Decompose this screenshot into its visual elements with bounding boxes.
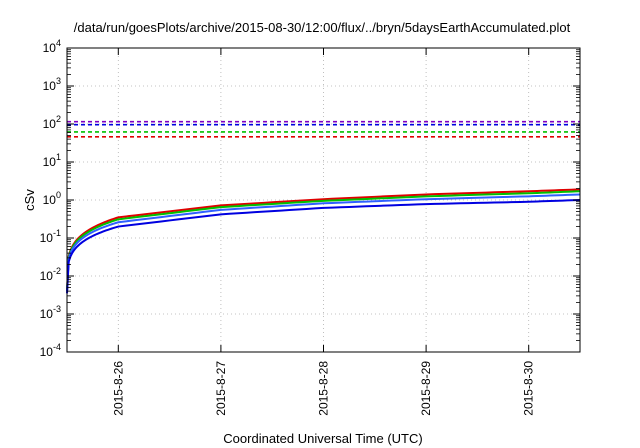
y-tick-exponent: -2 bbox=[53, 266, 61, 276]
y-tick-label: 101 bbox=[43, 152, 61, 169]
dose-series-line-6 bbox=[66, 193, 581, 292]
y-tick-base: 10 bbox=[43, 193, 57, 207]
x-tick-label: 2015-8-26 bbox=[111, 361, 125, 416]
series-layer bbox=[66, 120, 581, 294]
chart-title: /data/run/goesPlots/archive/2015-08-30/1… bbox=[74, 20, 571, 35]
y-tick-base: 10 bbox=[43, 117, 57, 131]
y-tick-label: 103 bbox=[43, 76, 61, 93]
y-tick-label: 10-2 bbox=[40, 266, 61, 283]
x-tick-label: 2015-8-28 bbox=[317, 361, 331, 416]
dose-series-line-7 bbox=[66, 199, 581, 294]
x-tick-label: 2015-8-27 bbox=[214, 361, 228, 416]
y-tick-base: 10 bbox=[40, 231, 54, 245]
y-axis-label: cSv bbox=[22, 189, 37, 211]
y-tick-exponent: -3 bbox=[53, 304, 61, 314]
x-tick-label: 2015-8-29 bbox=[419, 361, 433, 416]
y-tick-exponent: -4 bbox=[53, 342, 61, 352]
y-tick-exponent: 0 bbox=[56, 190, 61, 200]
y-tick-exponent: 4 bbox=[56, 38, 61, 48]
y-tick-base: 10 bbox=[43, 155, 57, 169]
y-tick-base: 10 bbox=[40, 345, 54, 359]
y-tick-exponent: -1 bbox=[53, 228, 61, 238]
y-tick-label: 100 bbox=[43, 190, 61, 207]
y-tick-base: 10 bbox=[40, 269, 54, 283]
y-tick-label: 10-1 bbox=[40, 228, 61, 245]
x-tick-labels: 2015-8-26 2015-8-27 2015-8-28 2015-8-29 2015… bbox=[111, 361, 535, 416]
y-tick-exponent: 1 bbox=[56, 152, 61, 162]
y-tick-exponent: 3 bbox=[56, 76, 61, 86]
y-tick-label: 102 bbox=[43, 114, 61, 131]
y-tick-base: 10 bbox=[40, 307, 54, 321]
dose-series-line-4 bbox=[66, 188, 581, 292]
y-tick-label: 10-3 bbox=[40, 304, 61, 321]
y-tick-label: 10-4 bbox=[40, 342, 61, 359]
y-tick-label: 104 bbox=[43, 38, 61, 55]
y-tick-base: 10 bbox=[43, 41, 57, 55]
y-tick-exponent: 2 bbox=[56, 114, 61, 124]
dose-series-line-5 bbox=[66, 190, 581, 292]
x-axis-label: Coordinated Universal Time (UTC) bbox=[223, 431, 422, 446]
y-tick-base: 10 bbox=[43, 79, 57, 93]
ticks bbox=[67, 47, 580, 353]
x-tick-label: 2015-8-30 bbox=[522, 361, 536, 416]
